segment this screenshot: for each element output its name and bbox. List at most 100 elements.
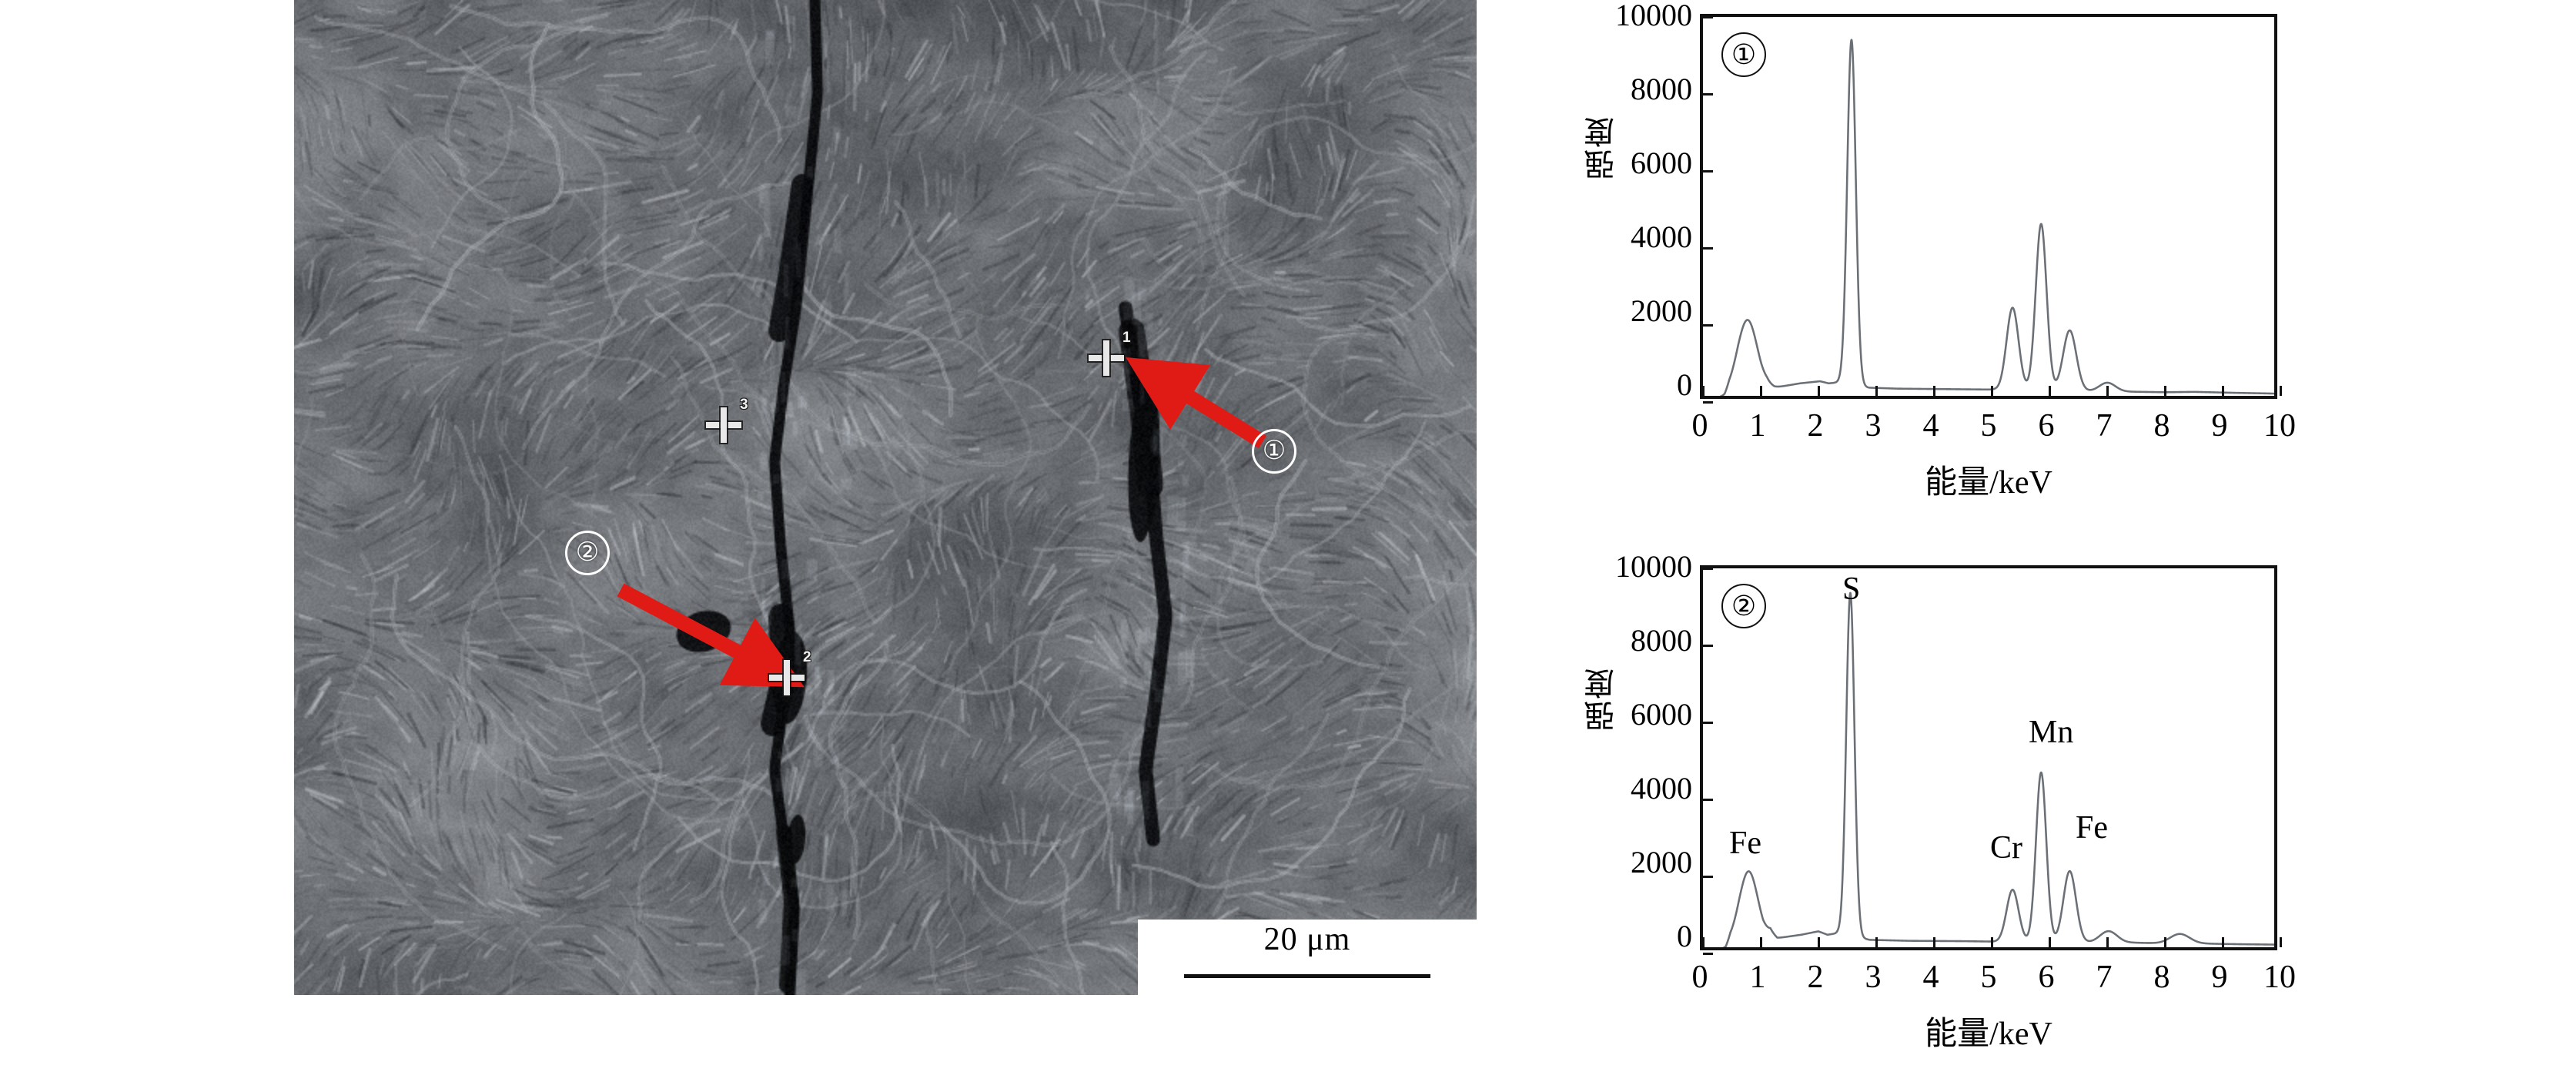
chart1-ytick-mark bbox=[1703, 246, 1713, 250]
chart1-xtick-1: 1 bbox=[1749, 408, 1766, 444]
eds-spectrum-2-panel: 强度 10000 8000 6000 4000 2000 0 ② Fe S Cr… bbox=[1578, 551, 2576, 1072]
chart2-xtick-5: 5 bbox=[1980, 960, 1997, 995]
callout-circle-1: ① bbox=[1252, 429, 1296, 474]
crosshair-label-2: 2 bbox=[803, 649, 811, 665]
crosshair-v-bar bbox=[1103, 340, 1109, 376]
chart2-xtick-7: 7 bbox=[2096, 960, 2113, 995]
chart1-xtick-mark bbox=[2221, 386, 2224, 396]
chart2-xtick-10: 10 bbox=[2263, 960, 2296, 995]
chart2-xtick-3: 3 bbox=[1865, 960, 1882, 995]
crosshair-label-1: 1 bbox=[1122, 330, 1131, 346]
chart2-xtick-mark bbox=[1701, 937, 1705, 947]
chart1-xtick-7: 7 bbox=[2096, 408, 2113, 444]
sem-micrograph-panel: 1 2 3 ① ② 20 μm bbox=[294, 0, 1477, 995]
chart1-xtick-mark bbox=[1932, 386, 1935, 396]
chart1-xtick-mark bbox=[1701, 386, 1705, 396]
chart2-peak-label-cr: Cr bbox=[1990, 830, 2022, 866]
chart2-xtick-mark bbox=[2279, 937, 2282, 947]
chart2-xtick-9: 9 bbox=[2211, 960, 2228, 995]
chart1-xtick-3: 3 bbox=[1865, 408, 1882, 444]
chart1-xtick-mark bbox=[2048, 386, 2051, 396]
chart2-ytick-mark bbox=[1703, 875, 1713, 878]
chart1-ytick-mark bbox=[1703, 15, 1713, 18]
chart2-peak-label-mn: Mn bbox=[2029, 715, 2074, 750]
chart1-ytick-0: 0 bbox=[1677, 367, 1692, 402]
chart2-xtick-mark bbox=[1932, 937, 1935, 947]
crosshair-marker-2: 2 bbox=[769, 649, 811, 695]
chart1-ytick-8000: 8000 bbox=[1631, 72, 1692, 106]
chart2-peak-label-fe-l: Fe bbox=[1729, 826, 1761, 861]
spectrum-line bbox=[1719, 39, 2274, 396]
chart1-panel-id: ① bbox=[1721, 32, 1766, 77]
chart2-xtick-mark bbox=[1759, 937, 1762, 947]
chart2-xtick-4: 4 bbox=[1922, 960, 1939, 995]
chart1-ytick-4000: 4000 bbox=[1631, 219, 1692, 254]
chart1-x-axis-label: 能量/keV bbox=[1925, 465, 2052, 501]
spectrum-line bbox=[1722, 591, 2274, 947]
chart2-plot-area bbox=[1700, 565, 2282, 955]
chart2-xtick-1: 1 bbox=[1749, 960, 1766, 995]
chart2-peak-label-fe-k: Fe bbox=[2076, 810, 2108, 846]
chart1-ytick-10000: 10000 bbox=[1615, 0, 1692, 32]
chart2-ytick-4000: 4000 bbox=[1631, 771, 1692, 806]
crosshair-label-3: 3 bbox=[740, 397, 748, 413]
chart2-ytick-8000: 8000 bbox=[1631, 623, 1692, 658]
chart2-xtick-mark bbox=[2106, 937, 2109, 947]
chart1-xtick-0: 0 bbox=[1691, 408, 1708, 444]
chart1-ytick-mark bbox=[1703, 400, 1713, 404]
chart2-xtick-6: 6 bbox=[2038, 960, 2055, 995]
chart2-xtick-mark bbox=[2221, 937, 2224, 947]
chart2-xtick-0: 0 bbox=[1691, 960, 1708, 995]
scale-bar: 20 μm bbox=[1138, 920, 1477, 995]
chart1-xtick-mark bbox=[1875, 386, 1878, 396]
chart2-xtick-mark bbox=[1875, 937, 1878, 947]
callout-circle-2: ② bbox=[565, 531, 610, 575]
chart1-xtick-8: 8 bbox=[2153, 408, 2170, 444]
chart1-xtick-mark bbox=[2106, 386, 2109, 396]
scale-bar-line bbox=[1184, 974, 1430, 978]
chart2-ytick-10000: 10000 bbox=[1615, 549, 1692, 584]
chart2-ytick-mark bbox=[1703, 721, 1713, 724]
chart2-ytick-mark bbox=[1703, 567, 1713, 570]
chart1-xtick-2: 2 bbox=[1807, 408, 1824, 444]
chart2-ytick-mark bbox=[1703, 644, 1713, 647]
chart1-ytick-6000: 6000 bbox=[1631, 146, 1692, 180]
chart1-xtick-mark bbox=[1817, 386, 1820, 396]
chart1-xtick-9: 9 bbox=[2211, 408, 2228, 444]
chart1-ytick-mark bbox=[1703, 169, 1713, 173]
chart1-xtick-4: 4 bbox=[1922, 408, 1939, 444]
chart1-xtick-10: 10 bbox=[2263, 408, 2296, 444]
chart1-ytick-mark bbox=[1703, 323, 1713, 327]
chart1-xtick-5: 5 bbox=[1980, 408, 1997, 444]
chart2-ytick-6000: 6000 bbox=[1631, 697, 1692, 732]
chart2-ytick-2000: 2000 bbox=[1631, 845, 1692, 879]
crosshair-v-bar bbox=[721, 407, 727, 443]
chart2-xtick-mark bbox=[1817, 937, 1820, 947]
chart2-xtick-8: 8 bbox=[2153, 960, 2170, 995]
chart2-x-axis-label: 能量/keV bbox=[1925, 1017, 2052, 1052]
chart1-xtick-mark bbox=[1990, 386, 1993, 396]
crosshair-marker-1: 1 bbox=[1089, 330, 1131, 376]
scale-bar-label: 20 μm bbox=[1263, 922, 1351, 957]
crosshair-marker-3: 3 bbox=[706, 397, 748, 443]
chart2-xtick-2: 2 bbox=[1807, 960, 1824, 995]
chart2-peak-label-s: S bbox=[1842, 571, 1861, 607]
chart1-xtick-6: 6 bbox=[2038, 408, 2055, 444]
chart2-ytick-0: 0 bbox=[1677, 919, 1692, 953]
chart2-xtick-mark bbox=[2163, 937, 2166, 947]
chart2-spectrum-trace bbox=[1722, 591, 2274, 947]
chart1-ytick-2000: 2000 bbox=[1631, 293, 1692, 328]
chart1-xtick-mark bbox=[2163, 386, 2166, 396]
crosshair-v-bar bbox=[784, 660, 790, 695]
chart1-xtick-mark bbox=[1759, 386, 1762, 396]
chart2-xtick-mark bbox=[2048, 937, 2051, 947]
chart2-xtick-mark bbox=[1990, 937, 1993, 947]
chart1-spectrum-trace bbox=[1719, 39, 2274, 396]
chart2-panel-id: ② bbox=[1721, 584, 1766, 628]
chart2-ytick-mark bbox=[1703, 952, 1713, 955]
eds-spectrum-1-panel: 强度 10000 8000 6000 4000 2000 0 ① 0 1 2 3… bbox=[1578, 0, 2576, 508]
chart2-ytick-mark bbox=[1703, 798, 1713, 801]
chart1-xtick-mark bbox=[2279, 386, 2282, 396]
chart1-plot-area bbox=[1700, 14, 2282, 404]
chart1-ytick-mark bbox=[1703, 92, 1713, 95]
